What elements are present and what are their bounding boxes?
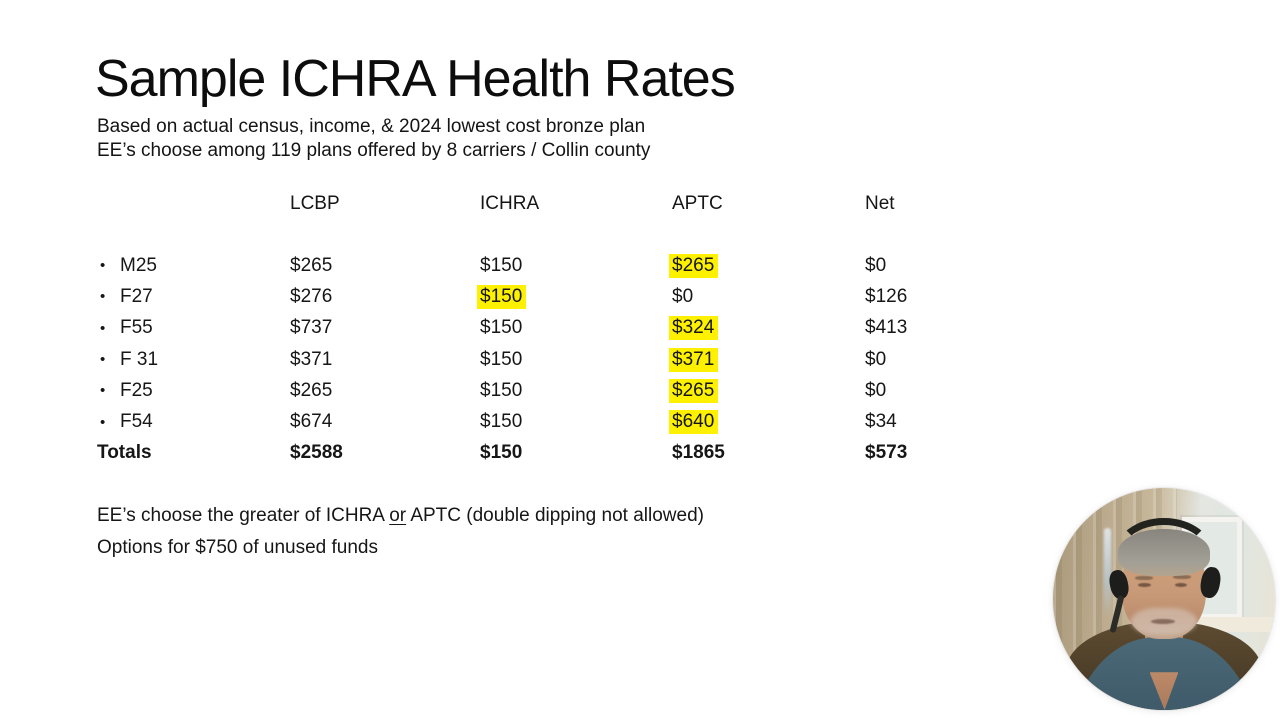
headset-band-icon xyxy=(1114,517,1214,593)
highlighted-value: $150 xyxy=(477,284,527,309)
highlighted-value: $265 xyxy=(669,253,719,278)
footer-notes: EE’s choose the greater of ICHRA or APTC… xyxy=(97,504,704,559)
lcbp-value: $265 xyxy=(290,254,333,276)
lcbp-value: $674 xyxy=(290,411,333,433)
bullet-icon: • xyxy=(100,319,106,337)
table-totals-row: Totals $2588 $150 $1865 $573 xyxy=(97,438,957,469)
table-row: • M25 $265 $150 $265 $0 xyxy=(97,250,957,281)
net-value: $34 xyxy=(865,411,897,433)
ichra-value: $150 xyxy=(480,254,523,276)
table-row: • F54 $674 $150 $640 $34 xyxy=(97,406,957,437)
column-header-lcbp: LCBP xyxy=(290,193,340,214)
footer-line-1-pre: EE’s choose the greater of ICHRA xyxy=(97,505,390,526)
net-value: $413 xyxy=(865,317,908,339)
totals-net: $573 xyxy=(865,442,908,464)
column-header-aptc: APTC xyxy=(672,193,723,214)
aptc-value: $324 xyxy=(669,316,865,341)
totals-ichra: $150 xyxy=(480,442,523,464)
row-label: M25 xyxy=(120,254,157,276)
aptc-value: $265 xyxy=(669,378,865,403)
aptc-value: $0 xyxy=(672,285,694,307)
highlighted-value: $640 xyxy=(669,410,719,435)
highlighted-value: $371 xyxy=(669,347,719,372)
totals-label: Totals xyxy=(97,442,152,464)
table-row: • F25 $265 $150 $265 $0 xyxy=(97,375,957,406)
slide-subtitle: Based on actual census, income, & 2024 l… xyxy=(97,115,650,162)
aptc-value: $371 xyxy=(669,347,865,372)
rates-table: LCBP ICHRA APTC Net • M25 $265 $150 $265… xyxy=(97,193,957,469)
column-header-net: Net xyxy=(865,193,895,214)
bullet-icon: • xyxy=(100,257,106,275)
row-label: F55 xyxy=(120,317,153,339)
lcbp-value: $737 xyxy=(290,317,333,339)
totals-lcbp: $2588 xyxy=(290,442,343,464)
ichra-value: $150 xyxy=(480,317,523,339)
column-header-ichra: ICHRA xyxy=(480,193,540,214)
footer-line-2: Options for $750 of unused funds xyxy=(97,536,378,558)
highlighted-value: $265 xyxy=(669,378,719,403)
net-value: $126 xyxy=(865,285,908,307)
row-label: F27 xyxy=(120,285,153,307)
net-value: $0 xyxy=(865,348,887,370)
totals-aptc: $1865 xyxy=(672,442,725,464)
curtain-highlight xyxy=(1104,527,1111,617)
bullet-icon: • xyxy=(100,382,106,400)
subtitle-line-1: Based on actual census, income, & 2024 l… xyxy=(97,116,646,137)
slide-title: Sample ICHRA Health Rates xyxy=(95,50,736,108)
footer-line-1: EE’s choose the greater of ICHRA or APTC… xyxy=(97,504,704,527)
highlighted-value: $324 xyxy=(669,316,719,341)
net-value: $0 xyxy=(865,254,887,276)
row-label: F 31 xyxy=(120,348,159,370)
row-label: F54 xyxy=(120,411,153,433)
bullet-icon: • xyxy=(100,288,106,306)
ichra-value: $150 xyxy=(480,348,523,370)
footer-line-1-post: APTC (double dipping not allowed) xyxy=(406,505,704,526)
row-label: F25 xyxy=(120,379,153,401)
ichra-value: $150 xyxy=(480,379,523,401)
ichra-value: $150 xyxy=(480,411,523,433)
table-header-row: LCBP ICHRA APTC Net xyxy=(97,193,957,250)
table-row: • F55 $737 $150 $324 $413 xyxy=(97,313,957,344)
subtitle-line-2: EE’s choose among 119 plans offered by 8… xyxy=(97,139,651,161)
lcbp-value: $371 xyxy=(290,348,333,370)
net-value: $0 xyxy=(865,379,887,401)
aptc-value: $265 xyxy=(669,253,865,278)
lcbp-value: $276 xyxy=(290,285,333,307)
ichra-value: $150 xyxy=(477,284,672,309)
bullet-icon: • xyxy=(100,413,106,431)
webcam-overlay xyxy=(1053,488,1275,710)
aptc-value: $640 xyxy=(669,410,865,435)
table-row: • F 31 $371 $150 $371 $0 xyxy=(97,344,957,375)
lcbp-value: $265 xyxy=(290,379,333,401)
bullet-icon: • xyxy=(100,351,106,369)
footer-or-underlined: or xyxy=(389,505,407,526)
table-row: • F27 $276 $150 $0 $126 xyxy=(97,281,957,312)
presenter-mouth xyxy=(1150,618,1176,624)
